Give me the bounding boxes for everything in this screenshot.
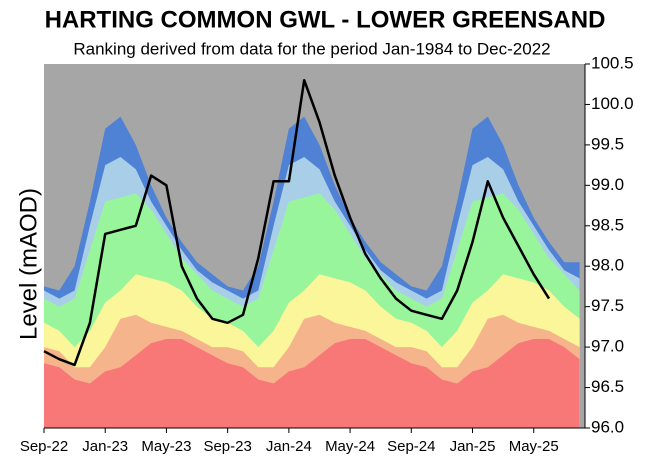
chart-title: HARTING COMMON GWL - LOWER GREENSAND [45,6,606,33]
y-tick-label: 98.5 [591,215,624,234]
y-tick-label: 100.5 [591,53,634,72]
x-tick-label: Sep-24 [387,438,435,455]
y-tick-label: 96.5 [591,377,624,396]
x-tick-label: May-25 [509,438,559,455]
y-tick-label: 97.0 [591,337,624,356]
level-line [43,78,551,367]
y-tick-label: 98.0 [591,256,624,275]
x-tick-label: Sep-22 [20,438,68,455]
y-tick-label: 99.5 [591,134,624,153]
x-tick-label: May-23 [141,438,191,455]
y-tick-label: 96.0 [591,417,624,436]
chart-subtitle: Ranking derived from data for the period… [73,39,550,58]
x-tick-label: Jan-25 [450,438,496,455]
x-tick-label: Jan-23 [82,438,128,455]
y-axis-label: Level (mAOD) [15,188,42,340]
x-tick-label: Jan-24 [266,438,312,455]
y-tick-label: 99.0 [591,175,624,194]
x-tick-label: May-24 [325,438,375,455]
band-area [44,339,580,428]
y-tick-label: 100.0 [591,94,634,113]
x-tick-label: Sep-23 [203,438,251,455]
y-tick-label: 97.5 [591,296,624,315]
